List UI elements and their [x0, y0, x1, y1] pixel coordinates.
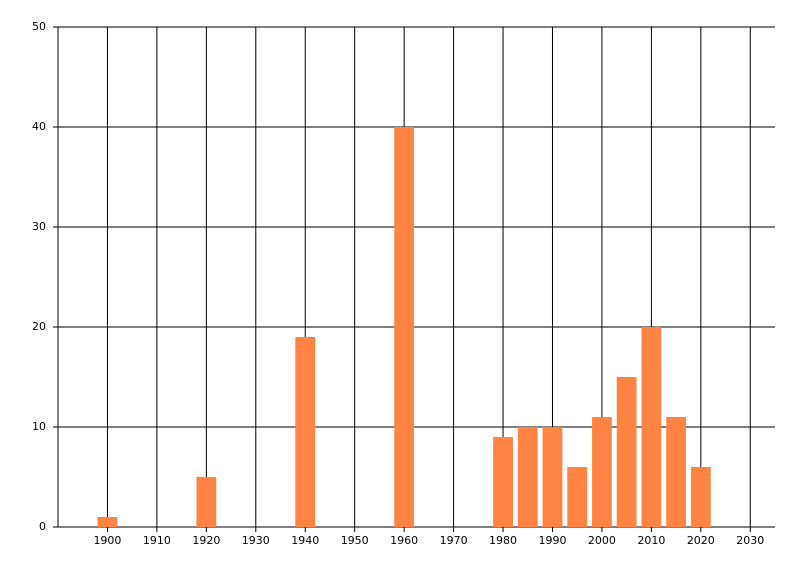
- bar: [567, 467, 588, 527]
- bar: [666, 417, 686, 527]
- bar: [592, 417, 612, 527]
- bar: [295, 337, 316, 527]
- bar: [641, 327, 662, 527]
- x-tick-label: 1910: [143, 534, 171, 547]
- x-tick-label: 2010: [637, 534, 665, 547]
- x-tick-label: 1920: [192, 534, 220, 547]
- y-tick-label: 50: [32, 20, 46, 33]
- bar: [517, 427, 538, 527]
- x-tick-label: 1950: [341, 534, 369, 547]
- x-tick-label: 1960: [390, 534, 418, 547]
- bar: [196, 477, 217, 527]
- y-tick-label: 30: [32, 220, 46, 233]
- x-tick-label: 2030: [736, 534, 764, 547]
- x-tick-label: 1990: [538, 534, 566, 547]
- x-tick-label: 2020: [687, 534, 715, 547]
- x-tick-label: 1900: [93, 534, 121, 547]
- bar: [690, 467, 711, 527]
- y-tick-label: 20: [32, 320, 46, 333]
- x-tick-label: 1940: [291, 534, 319, 547]
- y-tick-label: 0: [39, 520, 46, 533]
- bar: [616, 377, 637, 527]
- bar: [493, 437, 513, 527]
- x-tick-label: 1930: [242, 534, 270, 547]
- y-tick-label: 40: [32, 120, 46, 133]
- x-tick-label: 1980: [489, 534, 517, 547]
- y-tick-label: 10: [32, 420, 46, 433]
- bar: [394, 127, 415, 527]
- bar: [542, 427, 563, 527]
- bar: [97, 517, 118, 527]
- x-tick-label: 1970: [440, 534, 468, 547]
- x-tick-label: 2000: [588, 534, 616, 547]
